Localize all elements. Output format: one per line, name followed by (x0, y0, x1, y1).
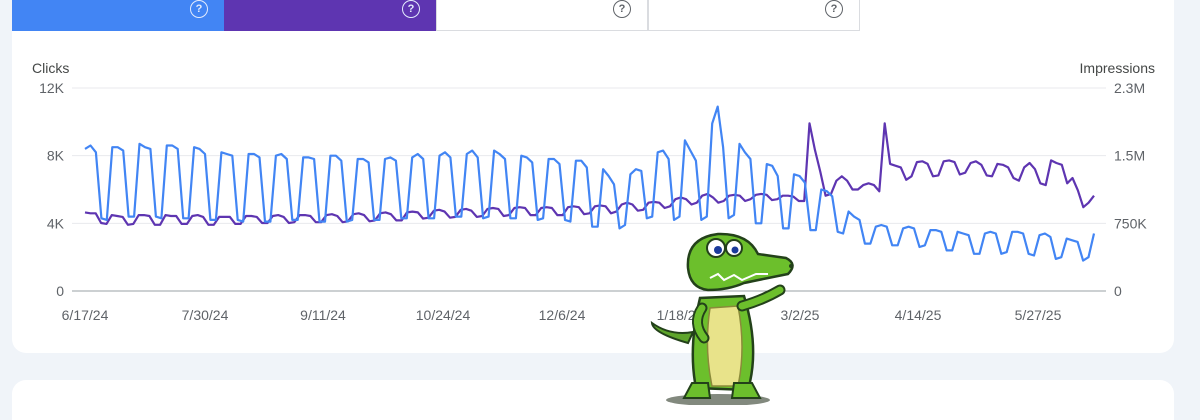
tile-clicks[interactable]: ? (12, 0, 224, 31)
tile-position[interactable]: ? (648, 0, 860, 31)
alligator-mascot-icon (650, 232, 794, 405)
chart-grid (72, 87, 1106, 292)
right-axis-ticks: 0 750K 1.5M 2.3M (1114, 80, 1147, 299)
help-circle-icon[interactable]: ? (825, 0, 843, 18)
series-impressions-line (84, 122, 1095, 226)
y-left-tick-label: 12K (39, 80, 65, 96)
help-circle-icon[interactable]: ? (190, 0, 208, 18)
x-tick-label: 4/14/25 (895, 307, 942, 323)
tile-ctr[interactable]: ? (436, 0, 648, 31)
y-right-tick-label: 2.3M (1114, 80, 1145, 96)
y-right-tick-label: 0 (1114, 283, 1122, 299)
y-left-tick-label: 4K (47, 215, 65, 231)
performance-chart: 0 4K 8K 12K 0 750K 1.5M 2.3M 6/17/24 7/30/24 9/1… (39, 80, 1147, 405)
x-tick-label: 9/11/24 (300, 307, 346, 323)
series-clicks-line (84, 105, 1096, 262)
x-tick-label: 10/24/24 (416, 307, 471, 323)
x-tick-label: 5/27/25 (1015, 307, 1062, 323)
y-left-tick-label: 0 (56, 283, 64, 299)
right-axis-title: Impressions (1079, 60, 1155, 76)
help-circle-icon[interactable]: ? (402, 0, 420, 18)
x-tick-label: 3/2/25 (781, 307, 820, 323)
y-right-tick-label: 750K (1114, 215, 1147, 231)
x-tick-label: 6/17/24 (62, 307, 109, 323)
x-tick-label: 12/6/24 (539, 307, 586, 323)
x-tick-label: 1/18/25 (657, 307, 704, 323)
chart-series (84, 105, 1096, 262)
x-axis-ticks: 6/17/24 7/30/24 9/11/24 10/24/24 12/6/24 1/18… (62, 307, 1062, 323)
tile-impressions[interactable]: ? (224, 0, 436, 31)
performance-card (12, 0, 1174, 353)
metric-tiles: ? ? ? ? (12, 0, 860, 31)
y-left-tick-label: 8K (47, 148, 65, 164)
left-axis-ticks: 0 4K 8K 12K (39, 80, 65, 299)
x-tick-label: 7/30/24 (182, 307, 229, 323)
left-axis-title: Clicks (32, 60, 70, 76)
help-circle-icon[interactable]: ? (613, 0, 631, 18)
y-right-tick-label: 1.5M (1114, 148, 1145, 164)
